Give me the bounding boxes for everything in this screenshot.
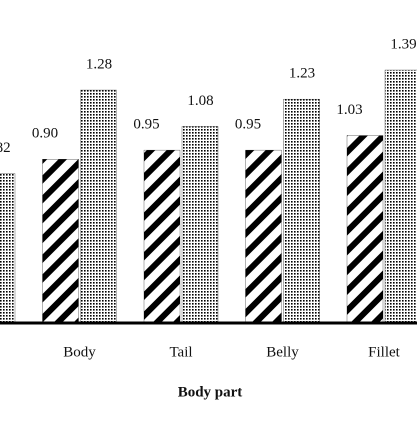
value-label: 1.23 [289,66,315,82]
bar [42,159,79,324]
x-tick-label: Belly [266,344,299,360]
value-label: 0.95 [235,117,261,133]
value-label: 1.28 [86,56,112,72]
value-label: 0.95 [133,117,159,133]
value-label: 1.03 [336,102,362,118]
bar [384,69,417,324]
x-tick-label: Body [63,344,96,360]
bar [181,126,219,324]
value-label: 0.90 [32,126,58,142]
x-axis-title: Body part [178,384,243,400]
bar [283,98,320,324]
bar [245,149,282,324]
value-label: 0.82 [0,140,11,156]
value-label: 1.39 [390,36,416,52]
bar [346,135,384,324]
bar [143,149,181,324]
value-label: 1.08 [187,93,213,109]
x-tick-label: Fillet [368,344,401,360]
bar [0,173,16,324]
x-tick-label: Tail [169,344,192,360]
bar [80,89,117,324]
